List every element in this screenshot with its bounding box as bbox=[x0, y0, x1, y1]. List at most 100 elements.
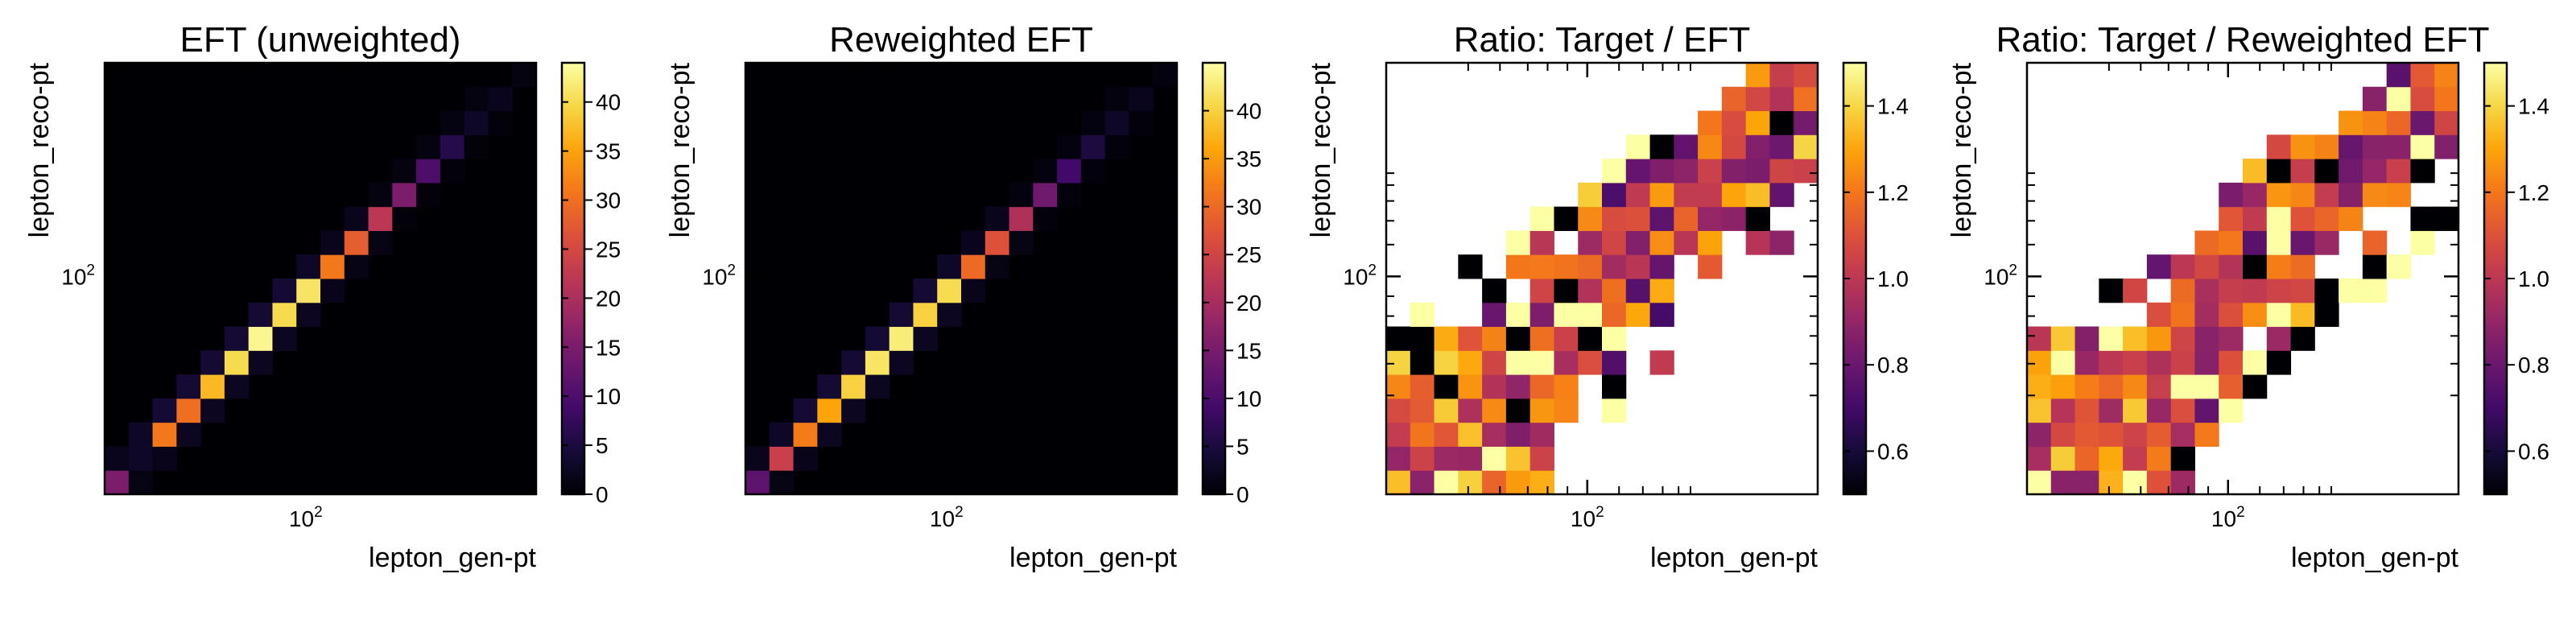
heatmap-cell bbox=[865, 326, 890, 351]
colorbar-tick-label: 35 bbox=[596, 139, 621, 164]
heatmap-cell bbox=[392, 182, 417, 208]
heatmap-cell bbox=[1530, 374, 1554, 399]
heatmap-cell bbox=[2243, 374, 2268, 399]
heatmap-cell bbox=[2386, 159, 2411, 184]
heatmap-cell bbox=[272, 279, 297, 303]
heatmap-cell bbox=[2074, 422, 2099, 447]
heatmap-cell bbox=[464, 110, 489, 135]
heatmap-cell bbox=[128, 422, 154, 447]
heatmap-cell bbox=[248, 326, 273, 351]
heatmap-cell bbox=[2219, 182, 2244, 208]
heatmap-cell bbox=[1602, 254, 1627, 279]
heatmap-cell bbox=[1721, 86, 1747, 112]
heatmap-cell bbox=[440, 159, 465, 184]
x-tick-label: 102 bbox=[289, 504, 323, 531]
heatmap-cell bbox=[1505, 302, 1531, 328]
heatmap-cell bbox=[1649, 279, 1674, 303]
heatmap-cell bbox=[913, 279, 938, 303]
heatmap-cell bbox=[1458, 326, 1483, 351]
heatmap-cell bbox=[1698, 159, 1723, 184]
heatmap-cell bbox=[1482, 350, 1507, 375]
colorbar-tick-label: 15 bbox=[596, 335, 621, 360]
colorbar-tick-label: 0.8 bbox=[2518, 353, 2549, 378]
heatmap-cell bbox=[1794, 134, 1818, 159]
heatmap-cell bbox=[2146, 350, 2172, 375]
heatmap-cell bbox=[1434, 470, 1459, 495]
heatmap-cell bbox=[2290, 254, 2315, 279]
heatmap-cell bbox=[2386, 182, 2411, 208]
heatmap-cell bbox=[889, 326, 914, 351]
heatmap-cell bbox=[2123, 350, 2148, 375]
heatmap-cell bbox=[2362, 159, 2388, 184]
heatmap-cell bbox=[1530, 230, 1554, 255]
heatmap-cell bbox=[488, 86, 513, 112]
heatmap-cell bbox=[2290, 134, 2315, 159]
heatmap-cell bbox=[841, 374, 866, 399]
heatmap-cell bbox=[1434, 374, 1459, 399]
heatmap-cell bbox=[1578, 182, 1603, 208]
heatmap-cell bbox=[2074, 326, 2099, 351]
heatmap-cell bbox=[2170, 279, 2195, 303]
heatmap-cell bbox=[2314, 159, 2339, 184]
y-tick-label: 102 bbox=[1343, 262, 1377, 289]
heatmap-cell bbox=[368, 182, 393, 208]
colorbar: 0.6 0.8 1.0 1.2 1.4 bbox=[1842, 61, 1909, 496]
heatmap-cell bbox=[2386, 63, 2411, 88]
heatmap-cell bbox=[793, 422, 818, 447]
heatmap-cell bbox=[2314, 206, 2339, 231]
heatmap-cell bbox=[1578, 254, 1603, 279]
heatmap-cell bbox=[320, 230, 345, 255]
colorbar-tick-label: 10 bbox=[1236, 386, 1261, 411]
heatmap-cell bbox=[1482, 279, 1507, 303]
colorbar-tick-label: 25 bbox=[1236, 242, 1261, 267]
heatmap-cell bbox=[1505, 326, 1531, 351]
heatmap-cell bbox=[2146, 470, 2172, 495]
heatmap-cell bbox=[1769, 159, 1794, 184]
colorbar-gradient bbox=[1203, 63, 1225, 494]
heatmap-cell bbox=[769, 422, 795, 447]
heatmap-cell bbox=[2146, 446, 2172, 471]
heatmap-cell bbox=[1721, 159, 1747, 184]
colorbar-tick-label: 15 bbox=[1236, 338, 1261, 363]
heatmap-cells bbox=[1386, 63, 1818, 495]
heatmap-cell bbox=[2290, 230, 2315, 255]
heatmap-cell bbox=[1602, 159, 1627, 184]
heatmap-cell bbox=[1698, 110, 1723, 135]
heatmap-cell bbox=[913, 326, 938, 351]
heatmap-cell bbox=[1649, 230, 1674, 255]
heatmap-cell bbox=[2219, 254, 2244, 279]
heatmap-cell bbox=[2314, 302, 2339, 328]
heatmap-cell bbox=[2410, 110, 2435, 135]
heatmap-cell bbox=[2339, 134, 2363, 159]
heatmap-cell bbox=[2050, 446, 2076, 471]
heatmap-cell bbox=[1698, 230, 1723, 255]
heatmap-cell bbox=[1434, 350, 1459, 375]
heatmap-cell bbox=[464, 86, 489, 112]
heatmap-cell bbox=[1649, 134, 1674, 159]
heatmap-cell bbox=[1625, 134, 1651, 159]
heatmap-cell bbox=[1057, 134, 1082, 159]
heatmap-cell bbox=[1649, 206, 1674, 231]
colorbar-tick-label: 1.0 bbox=[1877, 266, 1909, 291]
heatmap-cell bbox=[1386, 470, 1411, 495]
heatmap-cell bbox=[2194, 374, 2219, 399]
heatmap-cell bbox=[2027, 470, 2052, 495]
heatmap-cell bbox=[1625, 279, 1651, 303]
colorbar-tick-label: 0 bbox=[1236, 482, 1249, 507]
heatmap-cell bbox=[1458, 446, 1483, 471]
heatmap-cell bbox=[1602, 374, 1627, 399]
heatmap-cell bbox=[2170, 374, 2195, 399]
colorbar-tick-label: 1.0 bbox=[2518, 266, 2549, 291]
heatmap-cell bbox=[2434, 110, 2459, 135]
heatmap-cell bbox=[1410, 398, 1435, 423]
chart-1: 102 102 EFT (unweighted) lepton_gen-pt lepto… bbox=[24, 20, 621, 573]
heatmap-cell bbox=[2146, 302, 2172, 328]
colorbar-tick-label: 5 bbox=[596, 433, 609, 458]
x-axis-label: lepton_gen-pt bbox=[369, 543, 537, 573]
colorbar-tick-label: 35 bbox=[1236, 147, 1261, 171]
heatmap-cell bbox=[2243, 230, 2268, 255]
heatmap-cell bbox=[2266, 206, 2292, 231]
heatmap-cell bbox=[2314, 182, 2339, 208]
heatmap-cell bbox=[320, 254, 345, 279]
heatmap-cell bbox=[961, 254, 986, 279]
